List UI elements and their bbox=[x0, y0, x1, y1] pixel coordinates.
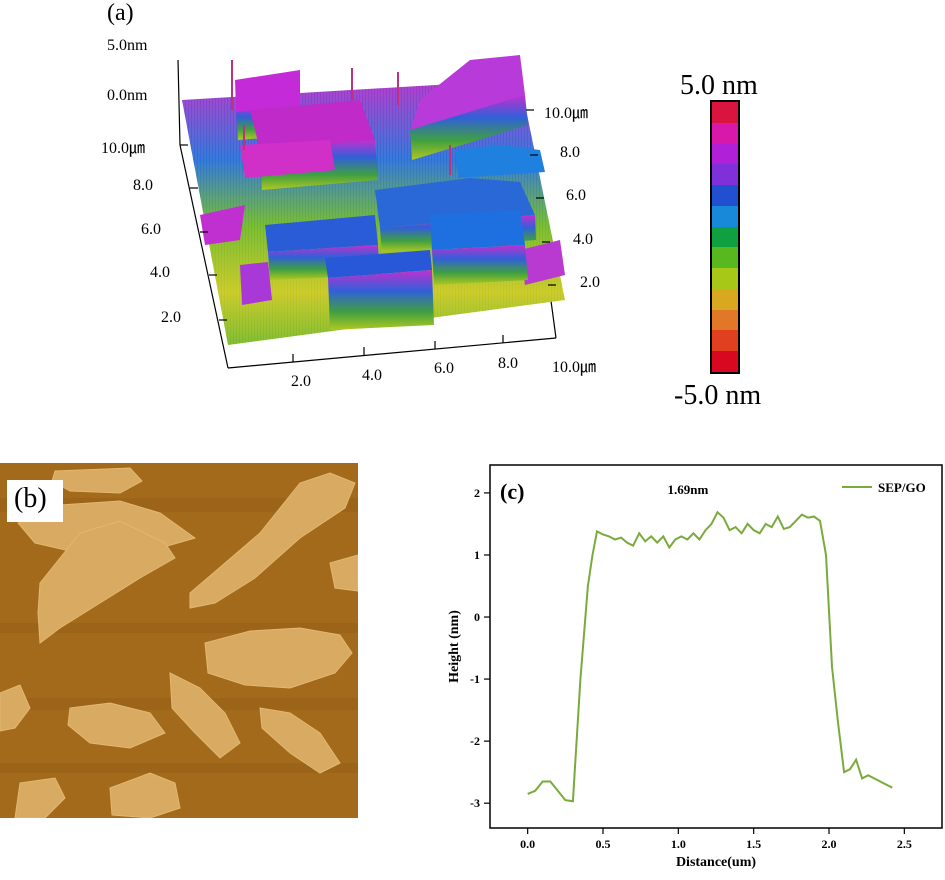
afm-left-label-10: 10.0㎛ bbox=[101, 140, 146, 157]
colorbar-segment bbox=[712, 351, 738, 372]
x-tick-label: 1.5 bbox=[746, 837, 761, 851]
panel-label-b-box bbox=[7, 480, 63, 522]
afm-flakes bbox=[0, 467, 358, 818]
afm-right-label-2: 2.0 bbox=[580, 274, 600, 291]
y-tick-label: 0 bbox=[474, 610, 480, 624]
line-chart: 0.0 0.5 1.0 1.5 2.0 2.5 2 1 0 -1 -2 -3 Distance(um) H… bbox=[447, 464, 943, 870]
afm-bottom-label-4: 4.0 bbox=[362, 367, 382, 384]
colorbar-segment bbox=[712, 226, 738, 248]
afm-z-label-zero: 0.0nm bbox=[107, 87, 148, 104]
afm-left-label-4: 4.0 bbox=[150, 264, 170, 281]
colorbar-segment bbox=[712, 330, 738, 352]
afm-left-label-2: 2.0 bbox=[161, 309, 181, 326]
colorbar-segment bbox=[712, 205, 738, 227]
colorbar-segment bbox=[712, 102, 738, 123]
colorbar-min-label: -5.0 nm bbox=[674, 380, 762, 411]
x-tick-label: 0.5 bbox=[596, 837, 611, 851]
colorbar-segment bbox=[712, 164, 738, 186]
colorbar-segment bbox=[712, 288, 738, 310]
flake bbox=[329, 554, 358, 592]
flake bbox=[204, 627, 353, 689]
afm-terraces bbox=[200, 55, 565, 330]
afm-right-label-6: 6.0 bbox=[566, 187, 586, 204]
y-tick-label: -2 bbox=[470, 734, 480, 748]
colorbar-segment bbox=[712, 143, 738, 165]
colorbar-segment bbox=[712, 268, 738, 289]
x-tick-label: 2.0 bbox=[822, 837, 837, 851]
y-axis-label: Height (nm) bbox=[447, 610, 462, 683]
flake bbox=[259, 707, 341, 774]
panel-label-c: (c) bbox=[500, 479, 525, 504]
colorbar-segment bbox=[712, 309, 738, 331]
afm-3d-surface bbox=[177, 55, 565, 369]
afm-spikes bbox=[231, 60, 451, 175]
plot-frame bbox=[489, 464, 943, 829]
afm-height-image-panel: (b) bbox=[0, 463, 358, 818]
afm-z-label-max: 5.0nm bbox=[107, 37, 148, 54]
peak-annotation: 1.69nm bbox=[668, 482, 709, 497]
panel-label-a: (a) bbox=[107, 0, 134, 26]
x-tick-label: 0.0 bbox=[520, 837, 535, 851]
colorbar-segment bbox=[712, 122, 738, 144]
panel-label-b: (b) bbox=[14, 483, 47, 514]
colorbar-segment bbox=[712, 185, 738, 206]
afm-bottom-label-10: 10.0㎛ bbox=[552, 359, 597, 376]
flake bbox=[37, 520, 176, 644]
y-tick-label: -3 bbox=[470, 796, 480, 810]
flake bbox=[169, 672, 241, 759]
x-tick-label: 1.0 bbox=[671, 837, 686, 851]
y-tick-label: 2 bbox=[474, 486, 480, 500]
afm-left-label-6: 6.0 bbox=[141, 221, 161, 238]
flake bbox=[67, 702, 166, 749]
y-tick-label: -1 bbox=[470, 672, 480, 686]
x-axis-label: Distance(um) bbox=[676, 855, 756, 870]
y-tick-label: 1 bbox=[474, 548, 480, 562]
afm-right-label-4: 4.0 bbox=[573, 231, 593, 248]
series-line bbox=[527, 510, 893, 803]
afm-axis-left-vertical bbox=[177, 59, 181, 146]
x-tick-label: 2.5 bbox=[897, 837, 912, 851]
afm-right-axis-ticks bbox=[526, 109, 556, 286]
afm-bottom-label-2: 2.0 bbox=[291, 373, 311, 390]
afm-axis-bottom bbox=[227, 337, 557, 369]
afm-left-axis-ticks bbox=[180, 144, 227, 321]
flake bbox=[109, 772, 181, 818]
legend-label: SEP/GO bbox=[878, 480, 926, 495]
afm-height-image bbox=[0, 463, 358, 818]
afm-right-label-8: 8.0 bbox=[560, 144, 580, 161]
afm-bottom-label-8: 8.0 bbox=[498, 355, 518, 372]
colorbar-segment bbox=[712, 247, 738, 269]
afm-3d-panel: (a) bbox=[101, 0, 762, 411]
afm-left-label-8: 8.0 bbox=[133, 177, 153, 194]
flake bbox=[0, 684, 31, 732]
afm-bottom-axis-ticks bbox=[292, 335, 504, 362]
height-profile-panel: 0.0 0.5 1.0 1.5 2.0 2.5 2 1 0 -1 -2 -3 Distance(um) H… bbox=[440, 455, 945, 875]
afm-right-label-10: 10.0㎛ bbox=[544, 105, 589, 122]
afm-bottom-label-6: 6.0 bbox=[434, 360, 454, 377]
afm-axis-left-depth bbox=[179, 144, 229, 369]
colorbar bbox=[710, 100, 740, 374]
flake bbox=[14, 777, 66, 818]
flake bbox=[189, 472, 356, 609]
colorbar-max-label: 5.0 nm bbox=[680, 70, 758, 101]
